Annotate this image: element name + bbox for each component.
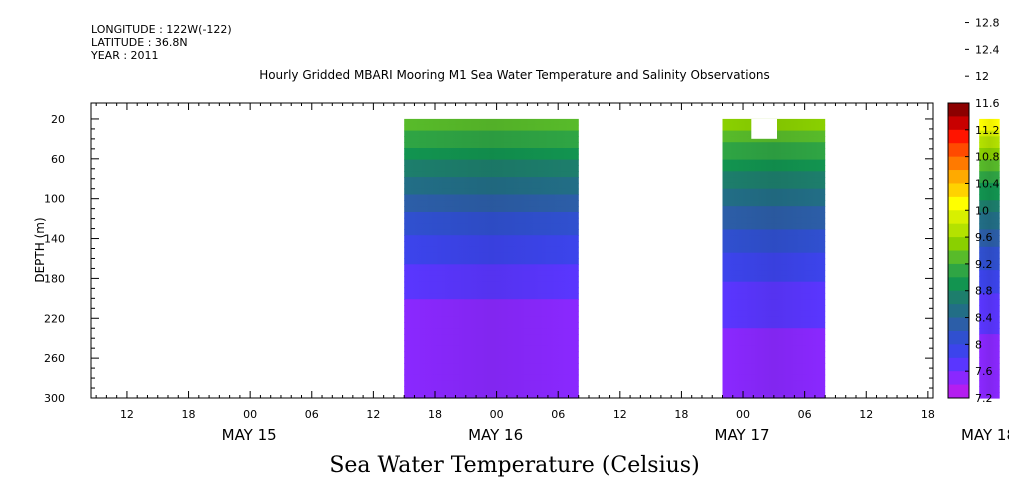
- block-shade: [404, 118, 579, 399]
- x-tick-label: 18: [921, 408, 935, 421]
- x-date-label: MAY 15: [222, 426, 277, 444]
- colorbar-label: 10.4: [975, 177, 1000, 190]
- colorbar-label: 7.2: [975, 392, 993, 405]
- colorbar-label: 9.2: [975, 258, 993, 271]
- colorbar-swatch: [948, 156, 969, 171]
- x-date-label: MAY 18: [961, 426, 1009, 444]
- plot-frame: [90, 102, 934, 399]
- x-tick-label: 18: [182, 408, 196, 421]
- colorbar-swatch: [948, 304, 969, 318]
- colorbar-label: 12: [975, 70, 989, 83]
- colorbar-swatch: [948, 103, 969, 117]
- data-block: [722, 118, 826, 399]
- x-tick-label: 06: [551, 408, 565, 421]
- x-tick-label: 18: [428, 408, 442, 421]
- colorbar-swatch: [948, 263, 969, 278]
- colorbar-label: 10: [975, 204, 989, 217]
- y-axis: 20 60 100 140 180 220 260 300: [44, 113, 933, 405]
- y-tick-label: 20: [51, 113, 65, 126]
- x-tick-label: 06: [798, 408, 812, 421]
- colorbar-swatch: [948, 116, 969, 131]
- colorbar-swatch: [948, 129, 969, 144]
- year-text: YEAR : 2011: [91, 49, 159, 62]
- colorbar-label: 7.6: [975, 365, 993, 378]
- block-shade: [722, 118, 826, 399]
- colorbar-label: 8.4: [975, 312, 993, 325]
- colorbar-label: 11.6: [975, 97, 1000, 110]
- colorbar-label: 8.8: [975, 285, 993, 298]
- colorbar-swatch: [948, 344, 969, 359]
- colorbar-label: 10.8: [975, 151, 1000, 164]
- colorbar-label: 9.6: [975, 231, 993, 244]
- data-blocks: [404, 118, 1000, 399]
- colorbar: 13.2 12.8 12.4 12 11.6 11.2 10.8 10.4 10 9.6 9.2 8.…: [947, 0, 1000, 405]
- colorbar-label: 8: [975, 338, 982, 351]
- colorbar-swatch: [948, 183, 969, 198]
- x-tick-label: 06: [305, 408, 319, 421]
- colorbar-swatch: [948, 384, 969, 399]
- chart-title: Hourly Gridded MBARI Mooring M1 Sea Wate…: [259, 68, 770, 82]
- y-tick-label: 140: [44, 233, 65, 246]
- x-date-label: MAY 16: [468, 426, 523, 444]
- colorbar-swatch: [948, 357, 969, 372]
- y-tick-label: 180: [44, 272, 65, 285]
- depth-gap: [751, 118, 777, 139]
- block-shade: [979, 118, 1000, 399]
- colorbar-swatch: [948, 277, 969, 292]
- colorbar-swatch: [948, 237, 969, 251]
- colorbar-swatch: [948, 371, 969, 385]
- colorbar-label: 13.2: [975, 0, 1000, 3]
- colorbar-swatch: [948, 223, 969, 238]
- colorbar-swatch: [948, 196, 969, 211]
- y-tick-label: 60: [51, 153, 65, 166]
- colorbar-swatch: [948, 143, 969, 158]
- y-tick-label: 220: [44, 312, 65, 325]
- y-tick-label: 300: [44, 392, 65, 405]
- colorbar-label: 12.4: [975, 43, 1000, 56]
- colorbar-swatch: [948, 290, 969, 305]
- x-tick-label: 12: [859, 408, 873, 421]
- longitude-text: LONGITUDE : 122W(-122): [91, 23, 232, 36]
- latitude-text: LATITUDE : 36.8N: [91, 36, 188, 49]
- data-block: [404, 118, 579, 399]
- x-axis: 12 18 00 06 12 18 00 06 12 18 00 06 12 18 MAY 15 MAY 16…: [95, 103, 1009, 444]
- x-tick-label: 00: [736, 408, 750, 421]
- colorbar-swatch: [948, 330, 969, 345]
- colorbar-swatch: [948, 170, 969, 184]
- x-tick-label: 00: [490, 408, 504, 421]
- x-tick-label: 12: [120, 408, 134, 421]
- colorbar-label: 11.2: [975, 124, 1000, 137]
- x-tick-label: 18: [674, 408, 688, 421]
- colorbar-frame: [947, 102, 970, 399]
- x-tick-label: 00: [243, 408, 257, 421]
- x-tick-label: 12: [366, 408, 380, 421]
- chart-footer: Sea Water Temperature (Celsius): [329, 453, 700, 478]
- y-tick-label: 100: [44, 193, 65, 206]
- colorbar-label: 12.8: [975, 17, 1000, 30]
- y-tick-label: 260: [44, 352, 65, 365]
- colorbar-swatch: [948, 210, 969, 225]
- x-date-label: MAY 17: [715, 426, 770, 444]
- data-block: [979, 118, 1000, 399]
- colorbar-swatch: [948, 317, 969, 332]
- colorbar-swatch: [948, 250, 969, 265]
- x-tick-label: 12: [613, 408, 627, 421]
